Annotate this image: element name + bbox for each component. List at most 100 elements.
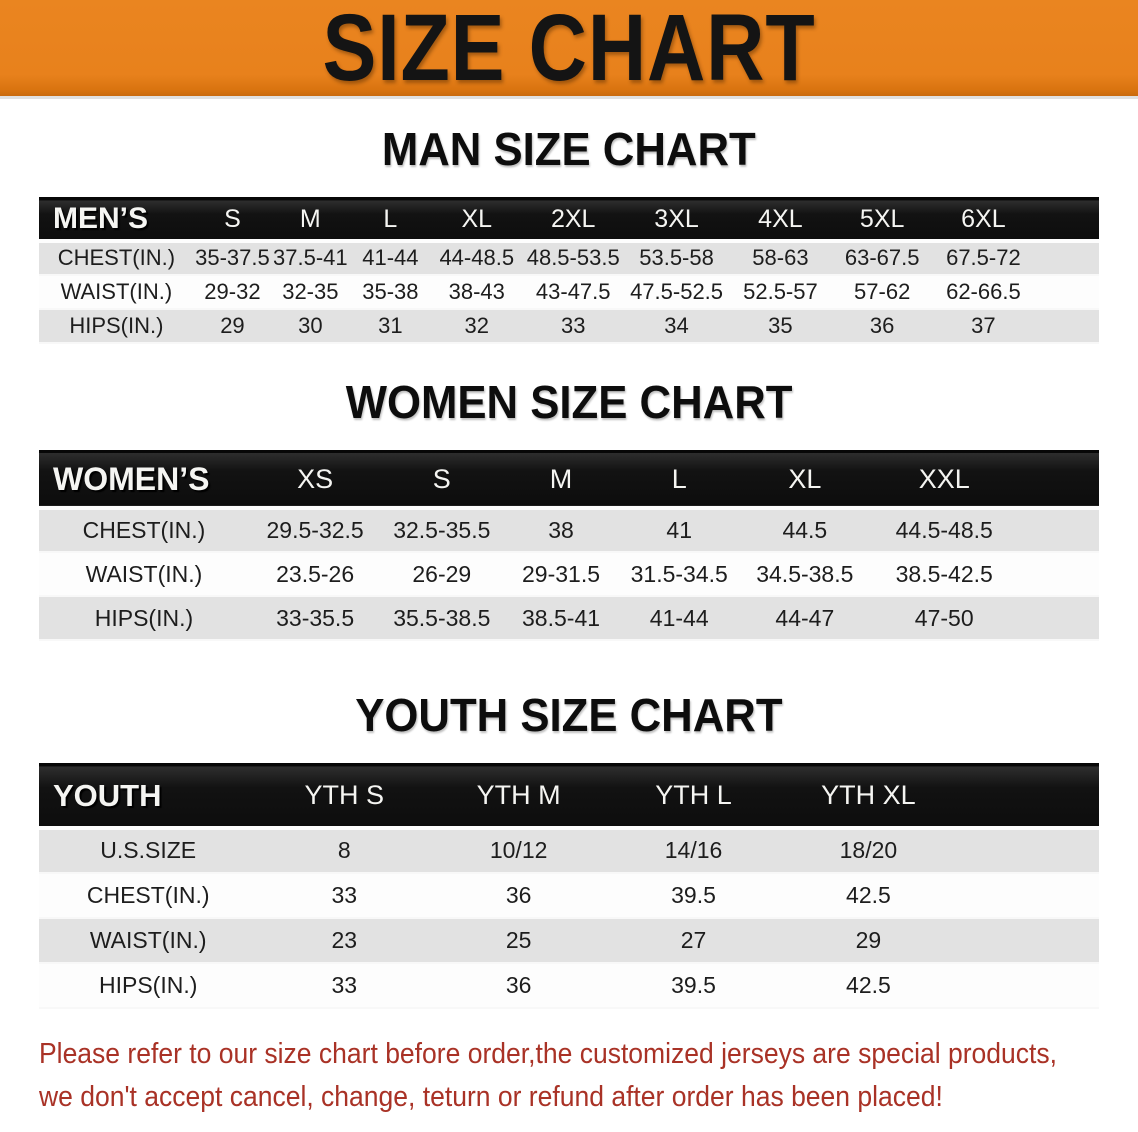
size-column-header: 4XL <box>729 197 832 243</box>
measurement-row: U.S.SIZE 8 10/12 14/16 18/20 <box>39 827 1099 874</box>
man-section-heading-text: MAN SIZE CHART <box>382 123 756 175</box>
table-corner-label: WOMEN’S <box>39 449 249 510</box>
size-value: 53.5-58 <box>624 240 730 276</box>
size-value: 18/20 <box>780 827 956 874</box>
measurement-row: WAIST(IN.) 23.5-26 26-29 29-31.5 31.5-34.5 34… <box>39 552 1099 597</box>
size-value: 52.5-57 <box>729 274 832 310</box>
row-label: CHEST(IN.) <box>39 508 249 553</box>
row-label: HIPS(IN.) <box>39 596 249 641</box>
size-value: 34.5-38.5 <box>738 552 872 597</box>
women-section-heading-text: WOMEN SIZE CHART <box>345 375 793 428</box>
size-value: 30 <box>271 308 350 344</box>
size-value: 36 <box>831 308 933 344</box>
size-value: 41-44 <box>349 240 432 276</box>
size-value: 35-38 <box>349 274 432 310</box>
size-value: 32.5-35.5 <box>381 508 503 553</box>
size-value: 14/16 <box>606 827 781 874</box>
size-value: 27 <box>606 917 781 964</box>
size-value: 38 <box>502 508 620 553</box>
size-column-header: YTH M <box>431 763 607 830</box>
size-value: 44-48.5 <box>431 240 523 276</box>
size-value: 37 <box>932 308 1035 344</box>
size-value: 33 <box>257 872 432 919</box>
size-column-header: L <box>349 197 432 243</box>
row-label: WAIST(IN.) <box>39 552 249 597</box>
size-column-header: L <box>619 449 739 510</box>
size-value: 63-67.5 <box>831 240 933 276</box>
size-value: 42.5 <box>780 962 956 1009</box>
size-value: 62-66.5 <box>932 274 1035 310</box>
spacer-cell <box>1017 596 1099 641</box>
size-value: 57-62 <box>831 274 933 310</box>
size-value: 29 <box>193 308 272 344</box>
size-column-header: 5XL <box>831 197 933 243</box>
size-value: 29-32 <box>193 274 272 310</box>
size-value: 48.5-53.5 <box>522 240 625 276</box>
spacer-cell <box>955 917 1099 964</box>
size-value: 38-43 <box>431 274 523 310</box>
measurement-row: WAIST(IN.) 23 25 27 29 <box>39 917 1099 964</box>
table-corner-label: YOUTH <box>39 763 258 830</box>
measurement-row: HIPS(IN.) 33 36 39.5 42.5 <box>39 962 1099 1009</box>
size-value: 29 <box>780 917 956 964</box>
measurement-row: HIPS(IN.) 33-35.5 35.5-38.5 38.5-41 41-44 44-… <box>39 596 1099 641</box>
size-value: 23 <box>257 917 432 964</box>
size-value: 47.5-52.5 <box>624 274 730 310</box>
size-column-header: M <box>502 449 620 510</box>
size-column-header: S <box>193 197 272 243</box>
size-value: 31.5-34.5 <box>619 552 739 597</box>
row-label: HIPS(IN.) <box>39 308 194 344</box>
row-label: CHEST(IN.) <box>39 240 194 276</box>
measurement-row: CHEST(IN.) 35-37.5 37.5-41 41-44 44-48.5 48.5… <box>39 240 1099 276</box>
size-value: 33 <box>522 308 625 344</box>
size-chart-banner: SIZE CHART <box>0 0 1138 99</box>
size-value: 36 <box>431 872 607 919</box>
size-column-header: XXL <box>871 449 1018 510</box>
spacer-cell <box>1017 508 1099 553</box>
women-section-heading: WOMEN SIZE CHART <box>0 378 1138 426</box>
size-column-header: XL <box>738 449 872 510</box>
spacer-cell <box>955 763 1099 830</box>
spacer-cell <box>1034 240 1099 276</box>
spacer-cell <box>955 827 1099 874</box>
size-value: 43-47.5 <box>522 274 625 310</box>
size-value: 35.5-38.5 <box>381 596 503 641</box>
size-value: 34 <box>624 308 730 344</box>
spacer-cell <box>1034 197 1099 243</box>
size-column-header: YTH XL <box>780 763 956 830</box>
size-value: 67.5-72 <box>932 240 1035 276</box>
spacer-cell <box>1017 449 1099 510</box>
spacer-cell <box>955 962 1099 1009</box>
size-value: 25 <box>431 917 607 964</box>
size-value: 39.5 <box>606 872 781 919</box>
disclaimer-line-1: Please refer to our size chart before or… <box>39 1037 1058 1070</box>
man-section-heading: MAN SIZE CHART <box>0 125 1138 173</box>
spacer-cell <box>1034 274 1099 310</box>
spacer-cell <box>1034 308 1099 344</box>
size-value: 33 <box>257 962 432 1009</box>
size-column-header: M <box>271 197 350 243</box>
size-column-header: 6XL <box>932 197 1035 243</box>
size-value: 10/12 <box>431 827 607 874</box>
youth-section-heading: YOUTH SIZE CHART <box>0 691 1138 739</box>
row-label: HIPS(IN.) <box>39 962 258 1009</box>
size-value: 35 <box>729 308 832 344</box>
women-size-table: WOMEN’S XS S M L XL XXL CHEST(IN.) 29.5-32.5 32.5… <box>39 449 1099 641</box>
size-value: 44.5-48.5 <box>871 508 1018 553</box>
size-value: 32 <box>431 308 523 344</box>
measurement-row: WAIST(IN.) 29-32 32-35 35-38 38-43 43-47.5 47.… <box>39 274 1099 310</box>
size-value: 39.5 <box>606 962 781 1009</box>
size-column-header: 3XL <box>624 197 730 243</box>
size-column-header: YTH L <box>606 763 781 830</box>
table-header-row: WOMEN’S XS S M L XL XXL <box>39 449 1099 510</box>
size-value: 47-50 <box>871 596 1018 641</box>
youth-size-table: YOUTH YTH S YTH M YTH L YTH XL U.S.SIZE 8 10/12… <box>39 763 1099 1009</box>
size-value: 41 <box>619 508 739 553</box>
size-value: 38.5-41 <box>502 596 620 641</box>
size-column-header: XS <box>248 449 382 510</box>
row-label: CHEST(IN.) <box>39 872 258 919</box>
table-header-row: MEN’S S M L XL 2XL 3XL 4XL 5XL 6XL <box>39 197 1099 243</box>
row-label: U.S.SIZE <box>39 827 258 874</box>
table-corner-label: MEN’S <box>39 197 194 243</box>
